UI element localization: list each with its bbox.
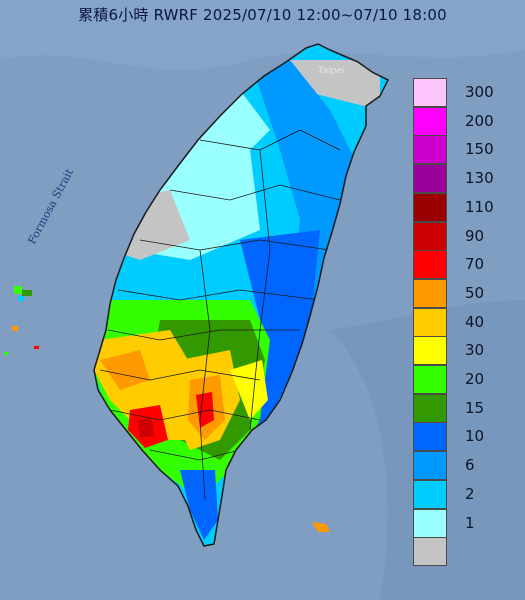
legend-swatch	[413, 221, 447, 251]
legend-swatch	[413, 422, 447, 452]
legend-label: 2	[465, 484, 475, 503]
legend-swatch	[413, 537, 447, 567]
legend-label: 10	[465, 427, 485, 446]
legend-swatch	[413, 135, 447, 165]
legend-label: 40	[465, 312, 485, 331]
legend-label: 200	[465, 111, 494, 130]
legend-label: 30	[465, 341, 485, 360]
legend-swatch	[413, 307, 447, 337]
legend-label: 20	[465, 370, 485, 388]
legend-label: 50	[465, 283, 485, 302]
rain-field-10-pingtung	[180, 470, 218, 540]
legend-label: 1	[465, 513, 475, 532]
legend-label: 70	[465, 255, 485, 274]
county-boundaries	[99, 129, 341, 501]
legend-label: 6	[465, 456, 475, 475]
legend-swatch	[413, 336, 447, 366]
legend-label: 130	[465, 169, 494, 188]
legend-swatch	[413, 278, 447, 308]
legend-swatch	[413, 78, 447, 107]
legend-swatch	[413, 508, 447, 538]
legend-label: 110	[465, 197, 494, 216]
legend-swatch	[413, 192, 447, 222]
legend-swatch	[413, 479, 447, 509]
legend-swatch	[413, 393, 447, 423]
rain-field-50-west	[100, 350, 150, 390]
legend-label: 90	[465, 226, 485, 245]
legend-swatch	[413, 250, 447, 280]
ocean-shade	[0, 0, 525, 70]
legend-swatch	[413, 365, 447, 394]
rain-field-90-south	[138, 418, 154, 438]
legend-swatch	[413, 164, 447, 194]
legend-swatch	[413, 106, 447, 136]
no-rain-taipei	[290, 60, 380, 110]
city-label: Taipei	[318, 66, 345, 76]
legend-label: 300	[465, 83, 494, 101]
legend-label: 150	[465, 140, 494, 159]
legend-swatch	[413, 451, 447, 481]
offshore-echoes	[4, 286, 330, 532]
legend-label: 15	[465, 398, 485, 417]
map-title: 累積6小時 RWRF 2025/07/10 12:00~07/10 18:00	[78, 6, 447, 24]
rain-field-30-east	[230, 360, 268, 420]
